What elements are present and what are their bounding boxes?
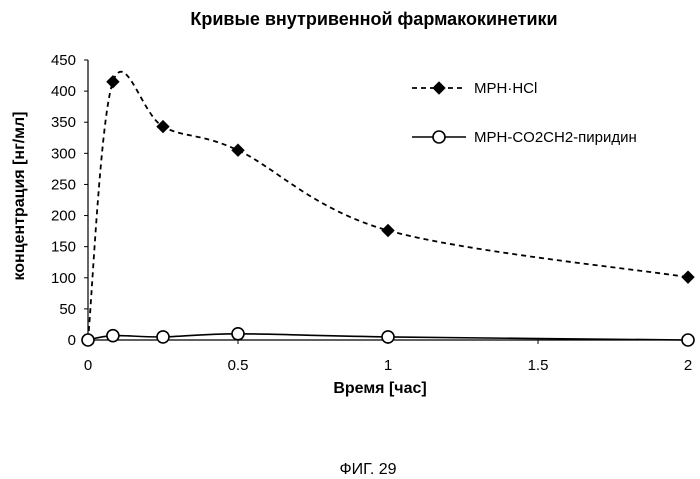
series-1-point bbox=[682, 271, 694, 283]
series-1 bbox=[82, 72, 694, 346]
y-tick-label: 350 bbox=[51, 114, 76, 131]
y-tick-label: 50 bbox=[59, 301, 76, 318]
x-tick-label: 2 bbox=[684, 357, 692, 374]
y-axis-ticks: 0 50 100 150 200 250 300 350 400 450 bbox=[51, 52, 88, 349]
legend: MPH·HCl MPH-CO2CH2-пиридин bbox=[412, 80, 637, 146]
series-2-point bbox=[682, 334, 694, 346]
y-tick-label: 450 bbox=[51, 52, 76, 69]
x-tick-label: 0.5 bbox=[228, 357, 249, 374]
legend-marker bbox=[433, 131, 445, 143]
x-tick-label: 1.5 bbox=[528, 357, 549, 374]
series-1-point bbox=[382, 224, 394, 236]
series-1-point bbox=[232, 144, 244, 156]
figure-caption: ФИГ. 29 bbox=[339, 461, 396, 478]
y-tick-label: 0 bbox=[68, 332, 76, 349]
y-tick-label: 200 bbox=[51, 208, 76, 225]
series-layer bbox=[82, 72, 694, 346]
x-axis-ticks: 0 0.5 1 1.5 2 bbox=[84, 340, 692, 374]
plot-axes bbox=[88, 60, 688, 340]
y-tick-label: 300 bbox=[51, 145, 76, 162]
y-tick-label: 250 bbox=[51, 176, 76, 193]
y-tick-label: 400 bbox=[51, 83, 76, 100]
legend-label: MPH·HCl bbox=[474, 80, 537, 97]
x-axis-label: Время [час] bbox=[333, 380, 426, 397]
series-2-point bbox=[107, 330, 119, 342]
legend-item-1: MPH·HCl bbox=[412, 80, 537, 97]
y-axis-label: концентрация [нг/мл] bbox=[11, 111, 28, 280]
series-2-point bbox=[382, 331, 394, 343]
series-1-point bbox=[107, 76, 119, 88]
series-2 bbox=[82, 328, 694, 346]
chart-title: Кривые внутривенной фармакокинетики bbox=[190, 9, 557, 29]
legend-label: MPH-CO2CH2-пиридин bbox=[474, 129, 637, 146]
y-tick-label: 100 bbox=[51, 270, 76, 287]
x-tick-label: 0 bbox=[84, 357, 92, 374]
legend-marker bbox=[433, 82, 445, 94]
legend-item-2: MPH-CO2CH2-пиридин bbox=[412, 129, 637, 146]
series-2-point bbox=[232, 328, 244, 340]
x-tick-label: 1 bbox=[384, 357, 392, 374]
y-tick-label: 150 bbox=[51, 239, 76, 256]
series-1-line bbox=[88, 72, 688, 340]
series-2-point bbox=[82, 334, 94, 346]
series-2-point bbox=[157, 331, 169, 343]
